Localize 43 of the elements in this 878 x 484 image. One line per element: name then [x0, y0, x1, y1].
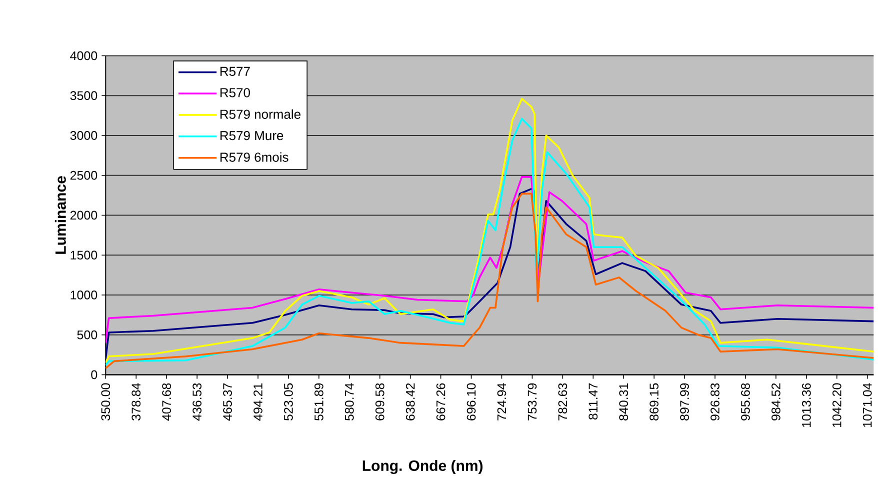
- x-tick-label: 667.26: [436, 383, 446, 420]
- legend-label: R570: [220, 88, 250, 98]
- x-tick-label: 811.47: [588, 383, 598, 420]
- legend-label: R579 Mure: [220, 130, 284, 140]
- x-tick-label: 1071.04: [862, 383, 872, 427]
- x-tick-label: 436.53: [192, 383, 202, 421]
- y-tick-label: 1500: [70, 250, 98, 260]
- x-tick-label: 350.00: [101, 383, 110, 421]
- x-tick-label: 782.63: [558, 383, 568, 420]
- y-tick-label: 500: [77, 330, 98, 340]
- y-tick-label: 0: [91, 370, 98, 380]
- x-tick-label: 1042.20: [832, 383, 842, 427]
- x-tick-label: 869.15: [650, 383, 658, 420]
- legend-label: R579 6mois: [220, 152, 288, 162]
- legend-label: R579 normale: [220, 109, 300, 119]
- y-axis-title: Luminance: [54, 176, 66, 254]
- x-tick-label: 523.05: [284, 383, 293, 420]
- x-tick-label: 753.79: [528, 383, 537, 420]
- x-tick-label: 378.84: [132, 383, 141, 421]
- x-tick-label: 407.68: [162, 383, 172, 421]
- x-tick-label: 551.89: [314, 383, 324, 420]
- x-axis-title: Long. Onde (nm): [362, 460, 483, 474]
- x-tick-label: 897.99: [680, 383, 689, 420]
- x-tick-label: 465.37: [223, 383, 232, 421]
- y-tick-label: 3500: [70, 91, 98, 100]
- x-tick-label: 984.52: [772, 383, 780, 420]
- x-tick-label: 926.83: [710, 383, 720, 420]
- y-tick-label: 2000: [70, 210, 98, 220]
- x-tick-label: 955.68: [741, 383, 750, 420]
- x-tick-label: 840.31: [619, 383, 628, 420]
- legend-label: R577: [220, 66, 250, 76]
- x-tick-label: 580.74: [344, 383, 354, 420]
- x-tick-label: 696.10: [466, 383, 476, 420]
- line-series: [106, 176, 874, 344]
- y-tick-label: 3000: [70, 131, 98, 140]
- x-tick-label: 724.94: [497, 383, 506, 420]
- x-tick-label: 609.58: [375, 383, 384, 420]
- y-tick-label: 4000: [70, 51, 98, 60]
- x-tick-label: 638.42: [406, 383, 415, 420]
- x-tick-label: 1013.36: [802, 383, 811, 427]
- x-tick-label: 494.21: [254, 383, 262, 421]
- y-tick-label: 2500: [70, 170, 98, 180]
- y-tick-label: 1000: [70, 290, 98, 300]
